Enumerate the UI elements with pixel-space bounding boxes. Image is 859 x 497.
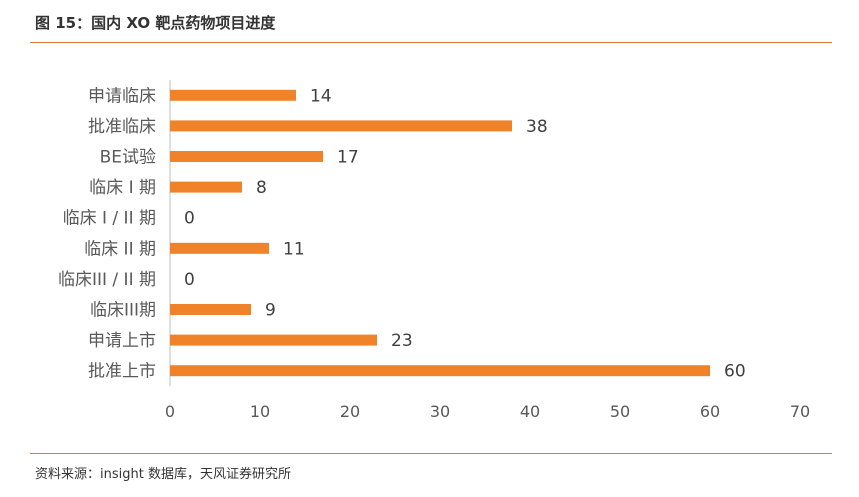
category-label: 临床III / II 期 bbox=[58, 270, 156, 290]
bar bbox=[170, 120, 512, 132]
bar bbox=[170, 334, 377, 346]
x-tick-label: 20 bbox=[340, 402, 360, 421]
x-tick-label: 60 bbox=[700, 402, 720, 421]
category-label: 申请上市 bbox=[88, 331, 156, 351]
source-note: 资料来源：insight 数据库，天风证券研究所 bbox=[35, 467, 291, 482]
bar bbox=[170, 365, 710, 377]
bar bbox=[170, 304, 251, 315]
data-label: 14 bbox=[310, 86, 332, 106]
data-label: 60 bbox=[724, 362, 746, 382]
x-tick-label: 50 bbox=[610, 402, 630, 421]
category-label: 批准上市 bbox=[88, 362, 156, 382]
x-tick-label: 10 bbox=[250, 402, 270, 421]
data-label: 8 bbox=[256, 178, 267, 198]
x-tick-label: 70 bbox=[790, 402, 810, 421]
title-divider bbox=[30, 42, 832, 43]
category-label: 临床 I / II 期 bbox=[63, 209, 156, 229]
chart-title: 图 15：国内 XO 靶点药物项目进度 bbox=[35, 14, 276, 32]
data-label: 11 bbox=[283, 239, 305, 259]
bar bbox=[170, 181, 242, 193]
category-label: BE试验 bbox=[100, 148, 156, 168]
x-tick-label: 30 bbox=[430, 402, 450, 421]
data-label: 23 bbox=[391, 331, 413, 351]
data-label: 9 bbox=[265, 301, 276, 321]
data-label: 0 bbox=[184, 209, 195, 229]
category-label: 临床III期 bbox=[90, 301, 156, 321]
bar bbox=[170, 151, 323, 162]
data-label: 0 bbox=[184, 270, 195, 290]
x-tick-label: 0 bbox=[165, 402, 175, 421]
category-label: 申请临床 bbox=[88, 86, 156, 106]
category-label: 临床 I 期 bbox=[89, 178, 156, 198]
bar bbox=[170, 242, 269, 254]
source-divider bbox=[30, 453, 832, 454]
x-tick-label: 40 bbox=[520, 402, 540, 421]
data-label: 38 bbox=[526, 117, 548, 137]
bar bbox=[170, 89, 296, 101]
data-label: 17 bbox=[337, 148, 359, 168]
category-label: 临床 II 期 bbox=[84, 239, 156, 259]
category-label: 批准临床 bbox=[88, 117, 156, 137]
